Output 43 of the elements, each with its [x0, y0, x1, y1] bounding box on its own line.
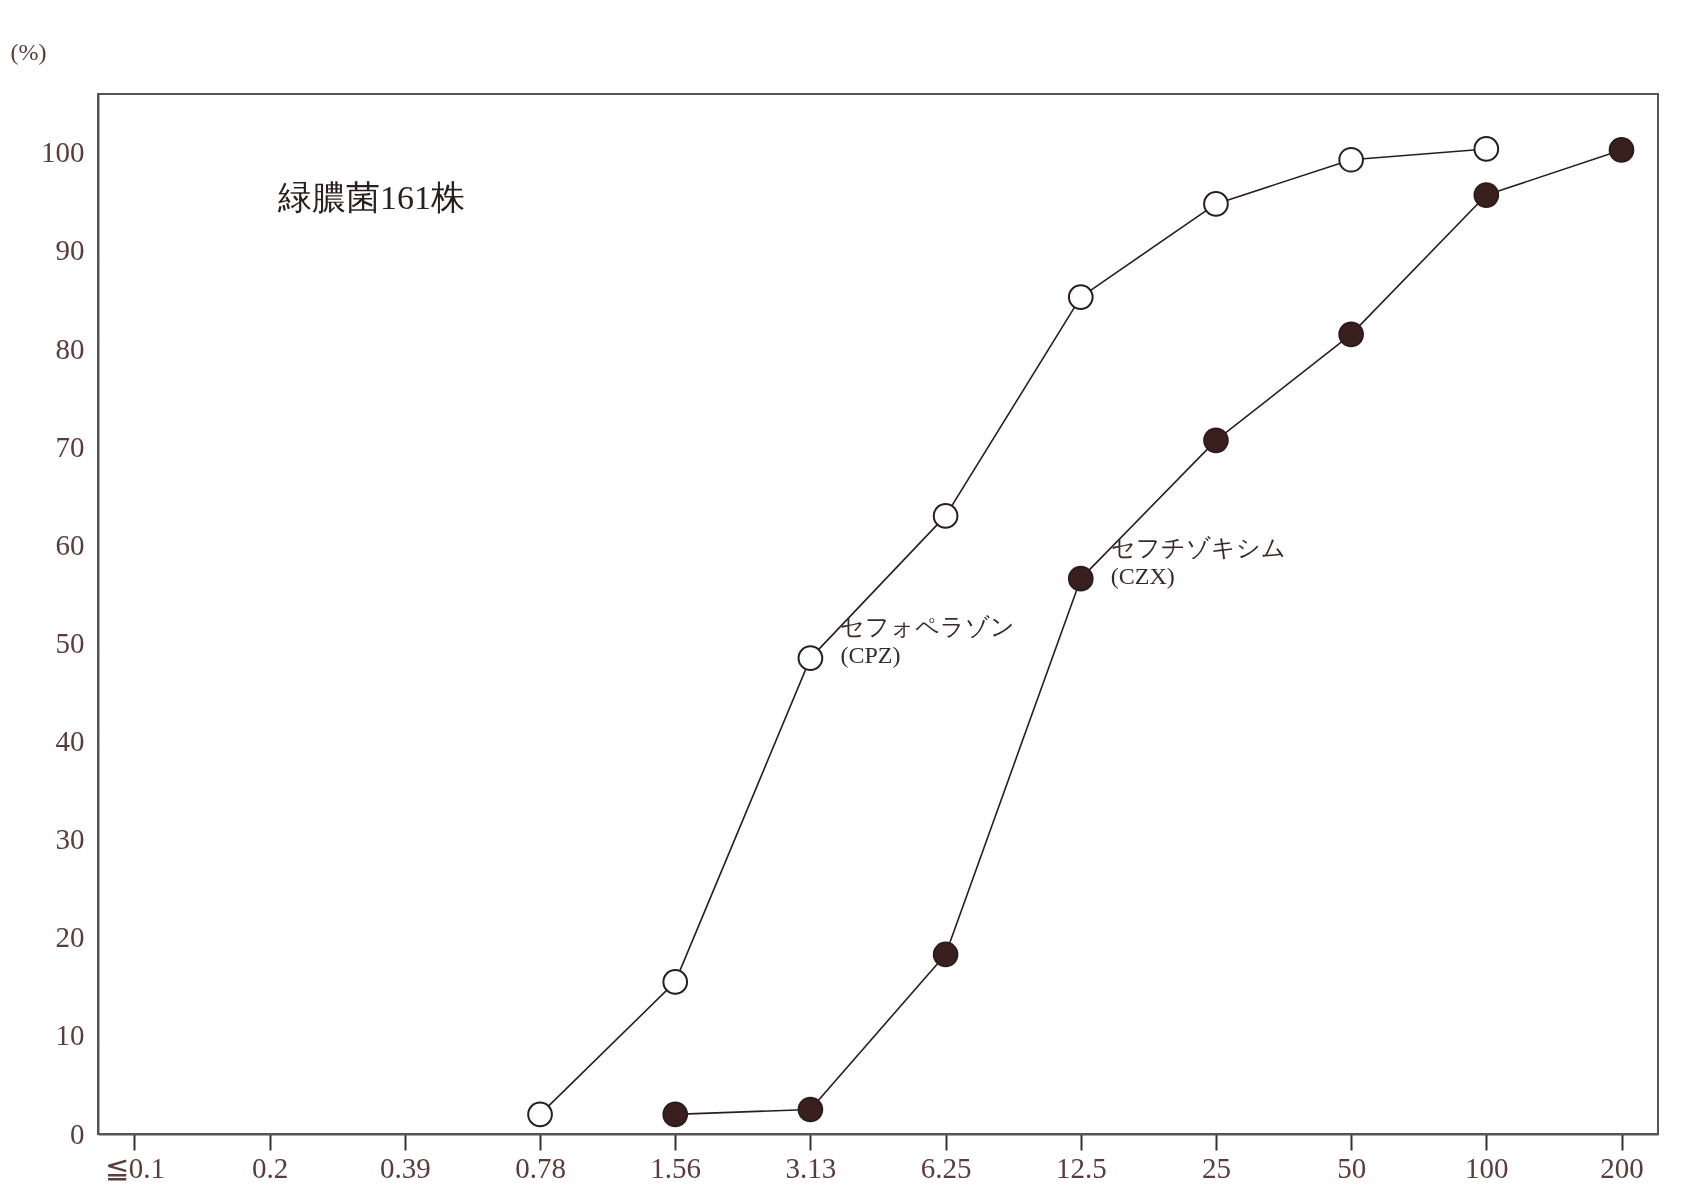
x-tick-label: 0.2 — [252, 1151, 289, 1184]
x-tick-label: 0.78 — [515, 1151, 566, 1184]
y-tick-label: 50 — [55, 626, 85, 659]
x-tick-label: 200 — [1600, 1151, 1644, 1184]
y-tick-label: 100 — [41, 136, 85, 169]
y-tick-label: 30 — [55, 823, 85, 856]
point — [662, 1101, 689, 1128]
x-tick-label: 6.25 — [920, 1151, 972, 1184]
point — [1203, 427, 1229, 454]
point — [1338, 146, 1364, 173]
x-tick-label: 100 — [1465, 1151, 1509, 1184]
point — [1608, 137, 1635, 163]
series-label: セフチゾキシム (CZX) — [1110, 534, 1286, 589]
y-tick-label: 0 — [70, 1117, 85, 1150]
x-tick-label: 0.39 — [379, 1151, 431, 1184]
point — [797, 1096, 824, 1123]
y-tick-label: 70 — [55, 430, 85, 463]
point — [1473, 182, 1500, 208]
y-tick-label: 80 — [55, 332, 85, 365]
point — [1067, 565, 1094, 592]
point — [662, 969, 689, 995]
y-tick-label: 60 — [55, 528, 85, 561]
point — [1067, 284, 1094, 310]
point — [932, 941, 959, 968]
point — [932, 503, 959, 529]
x-tick-label: 50 — [1337, 1151, 1367, 1184]
point — [797, 645, 824, 671]
x-tick-label: ≦0.1 — [104, 1151, 166, 1184]
x-tick-label: 12.5 — [1055, 1151, 1107, 1184]
y-tick-label: 20 — [55, 921, 85, 954]
x-tick-label: 25 — [1201, 1151, 1231, 1184]
y-tick-label: 10 — [55, 1019, 85, 1052]
y-axis-title: (%) — [10, 38, 47, 65]
point — [1473, 136, 1500, 162]
x-tick-label: 3.13 — [785, 1151, 837, 1184]
y-tick-label: 90 — [55, 234, 85, 267]
point — [527, 1101, 553, 1128]
point — [1203, 191, 1229, 217]
annotation: 緑膿菌161株 — [277, 179, 465, 216]
point — [1338, 321, 1364, 348]
series-label: セフォペラゾン (CPZ) — [840, 614, 1016, 669]
y-tick-label: 40 — [55, 725, 85, 758]
x-tick-label: 1.56 — [650, 1151, 702, 1184]
